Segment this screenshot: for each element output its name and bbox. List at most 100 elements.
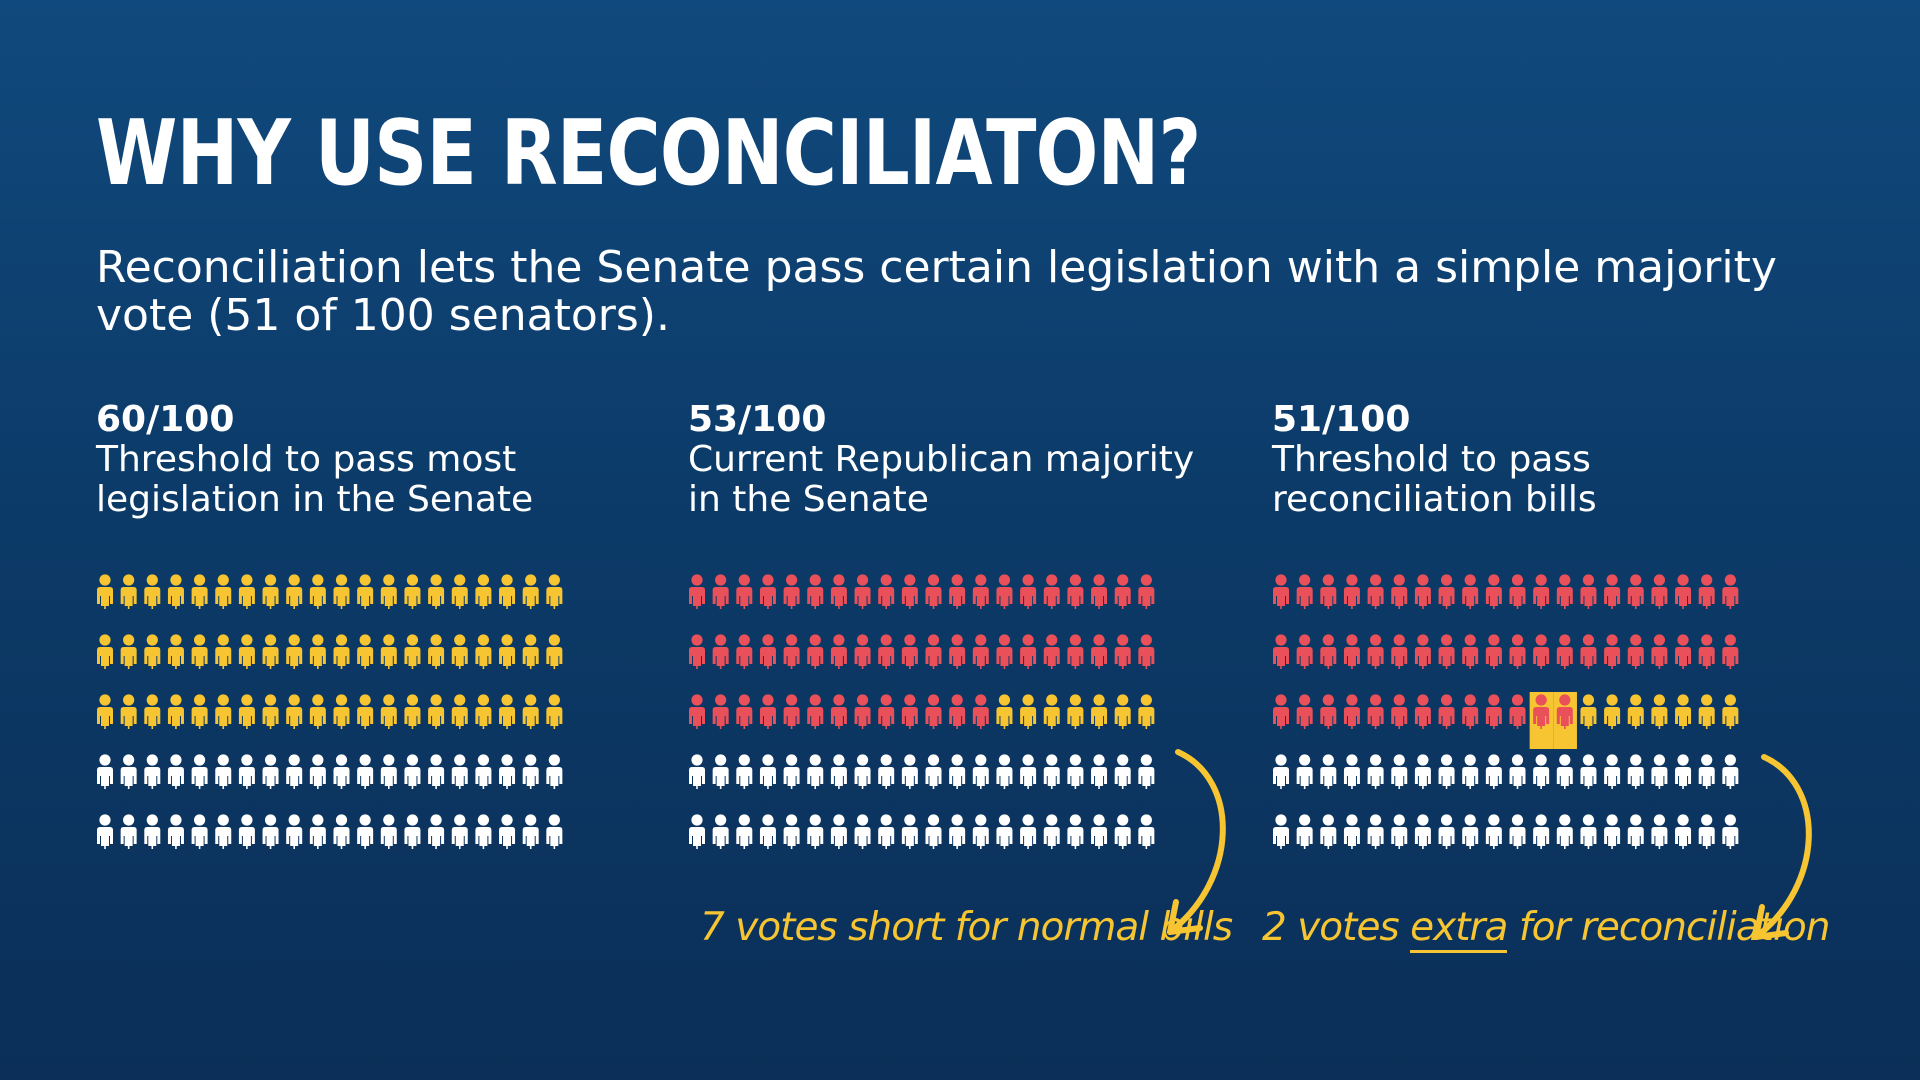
seat-other	[499, 754, 516, 789]
seat-other	[783, 754, 800, 789]
seat-other	[759, 814, 776, 849]
seat-republican	[1580, 574, 1597, 609]
seat-threshold	[215, 694, 232, 729]
seat-republican	[1509, 574, 1526, 609]
seat-other	[830, 814, 847, 849]
seat-republican	[1722, 634, 1739, 669]
seat-other	[428, 814, 445, 849]
seat-threshold	[215, 634, 232, 669]
panel-value: 53/100	[688, 399, 827, 440]
seat-republican	[1675, 574, 1692, 609]
seat-other	[475, 754, 492, 789]
seat-republican	[1675, 634, 1692, 669]
seat-other	[689, 754, 705, 789]
seat-threshold	[357, 694, 374, 729]
seat-other	[333, 754, 350, 789]
seat-other	[1698, 754, 1715, 789]
seat-other	[949, 754, 966, 789]
seat-republican	[1367, 574, 1384, 609]
seat-other	[1320, 754, 1337, 789]
seat-other	[1438, 814, 1455, 849]
seat-republican	[1367, 634, 1384, 669]
seat-other	[1627, 814, 1644, 849]
note-votes-short: 7 votes short for normal bills	[700, 905, 1233, 950]
seat-threshold	[191, 574, 208, 609]
seat-other	[380, 814, 397, 849]
seat-threshold	[1067, 694, 1084, 729]
seat-other	[428, 754, 445, 789]
seat-threshold	[238, 574, 255, 609]
seat-republican	[759, 634, 776, 669]
seat-threshold	[1114, 694, 1131, 729]
seat-other	[807, 754, 824, 789]
seat-other	[1580, 754, 1597, 789]
seat-republican	[949, 574, 966, 609]
seat-republican	[689, 634, 705, 669]
seat-other	[262, 814, 279, 849]
seat-other	[925, 754, 942, 789]
seat-other	[546, 814, 563, 849]
seat-republican	[949, 634, 966, 669]
seat-other	[972, 754, 989, 789]
seat-threshold	[167, 634, 184, 669]
seat-republican	[1485, 634, 1502, 669]
seat-other	[380, 754, 397, 789]
curved-arrow-icon	[1753, 754, 1812, 940]
seat-other	[1580, 814, 1597, 849]
seat-other	[712, 754, 729, 789]
seat-other	[759, 754, 776, 789]
seat-threshold	[475, 574, 492, 609]
seat-threshold	[475, 694, 492, 729]
seat-republican	[1509, 634, 1526, 669]
seat-other	[1651, 814, 1668, 849]
panel-republican-majority: 53/100 Current Republican majority in th…	[688, 400, 1208, 520]
seat-other	[1091, 814, 1108, 849]
seat-republican	[712, 634, 729, 669]
seat-republican	[736, 574, 753, 609]
seat-other	[238, 754, 255, 789]
seat-republican	[854, 694, 871, 729]
panel-value: 60/100	[96, 399, 235, 440]
seat-other	[120, 814, 137, 849]
seat-republican	[854, 634, 871, 669]
seat-republican	[1533, 574, 1550, 609]
seat-other	[404, 814, 421, 849]
seat-threshold	[120, 694, 137, 729]
seat-other	[286, 814, 303, 849]
note-emphasis: extra	[1410, 905, 1508, 953]
seat-republican	[1320, 634, 1337, 669]
seat-other	[1509, 814, 1526, 849]
seat-republican	[1462, 694, 1479, 729]
seat-other	[1296, 754, 1313, 789]
seat-threshold	[380, 694, 397, 729]
seat-other	[1533, 754, 1550, 789]
seat-other	[1343, 754, 1360, 789]
seat-other	[191, 754, 208, 789]
seat-threshold	[357, 574, 374, 609]
seat-republican	[925, 574, 942, 609]
seat-other	[1114, 754, 1131, 789]
seat-other	[1627, 754, 1644, 789]
seat-other	[1296, 814, 1313, 849]
seat-threshold	[97, 634, 113, 669]
curved-arrow-icon	[1167, 749, 1226, 935]
seat-republican	[1067, 574, 1084, 609]
panel-caption: Current Republican majority in the Senat…	[688, 439, 1195, 520]
seat-republican	[1273, 694, 1289, 729]
seat-other	[309, 754, 326, 789]
seat-threshold	[499, 634, 516, 669]
seat-other	[286, 754, 303, 789]
seat-threshold	[333, 694, 350, 729]
seat-republican	[1020, 634, 1037, 669]
seat-republican	[1138, 574, 1155, 609]
seat-republican	[1698, 634, 1715, 669]
seat-republican	[783, 694, 800, 729]
seat-other	[1509, 754, 1526, 789]
seat-other	[309, 814, 326, 849]
seat-other	[1067, 754, 1084, 789]
panel-caption: Threshold to pass reconciliation bills	[1272, 439, 1597, 520]
seat-threshold	[333, 634, 350, 669]
seat-republican	[1367, 694, 1384, 729]
seat-other	[996, 754, 1013, 789]
seat-threshold	[333, 574, 350, 609]
